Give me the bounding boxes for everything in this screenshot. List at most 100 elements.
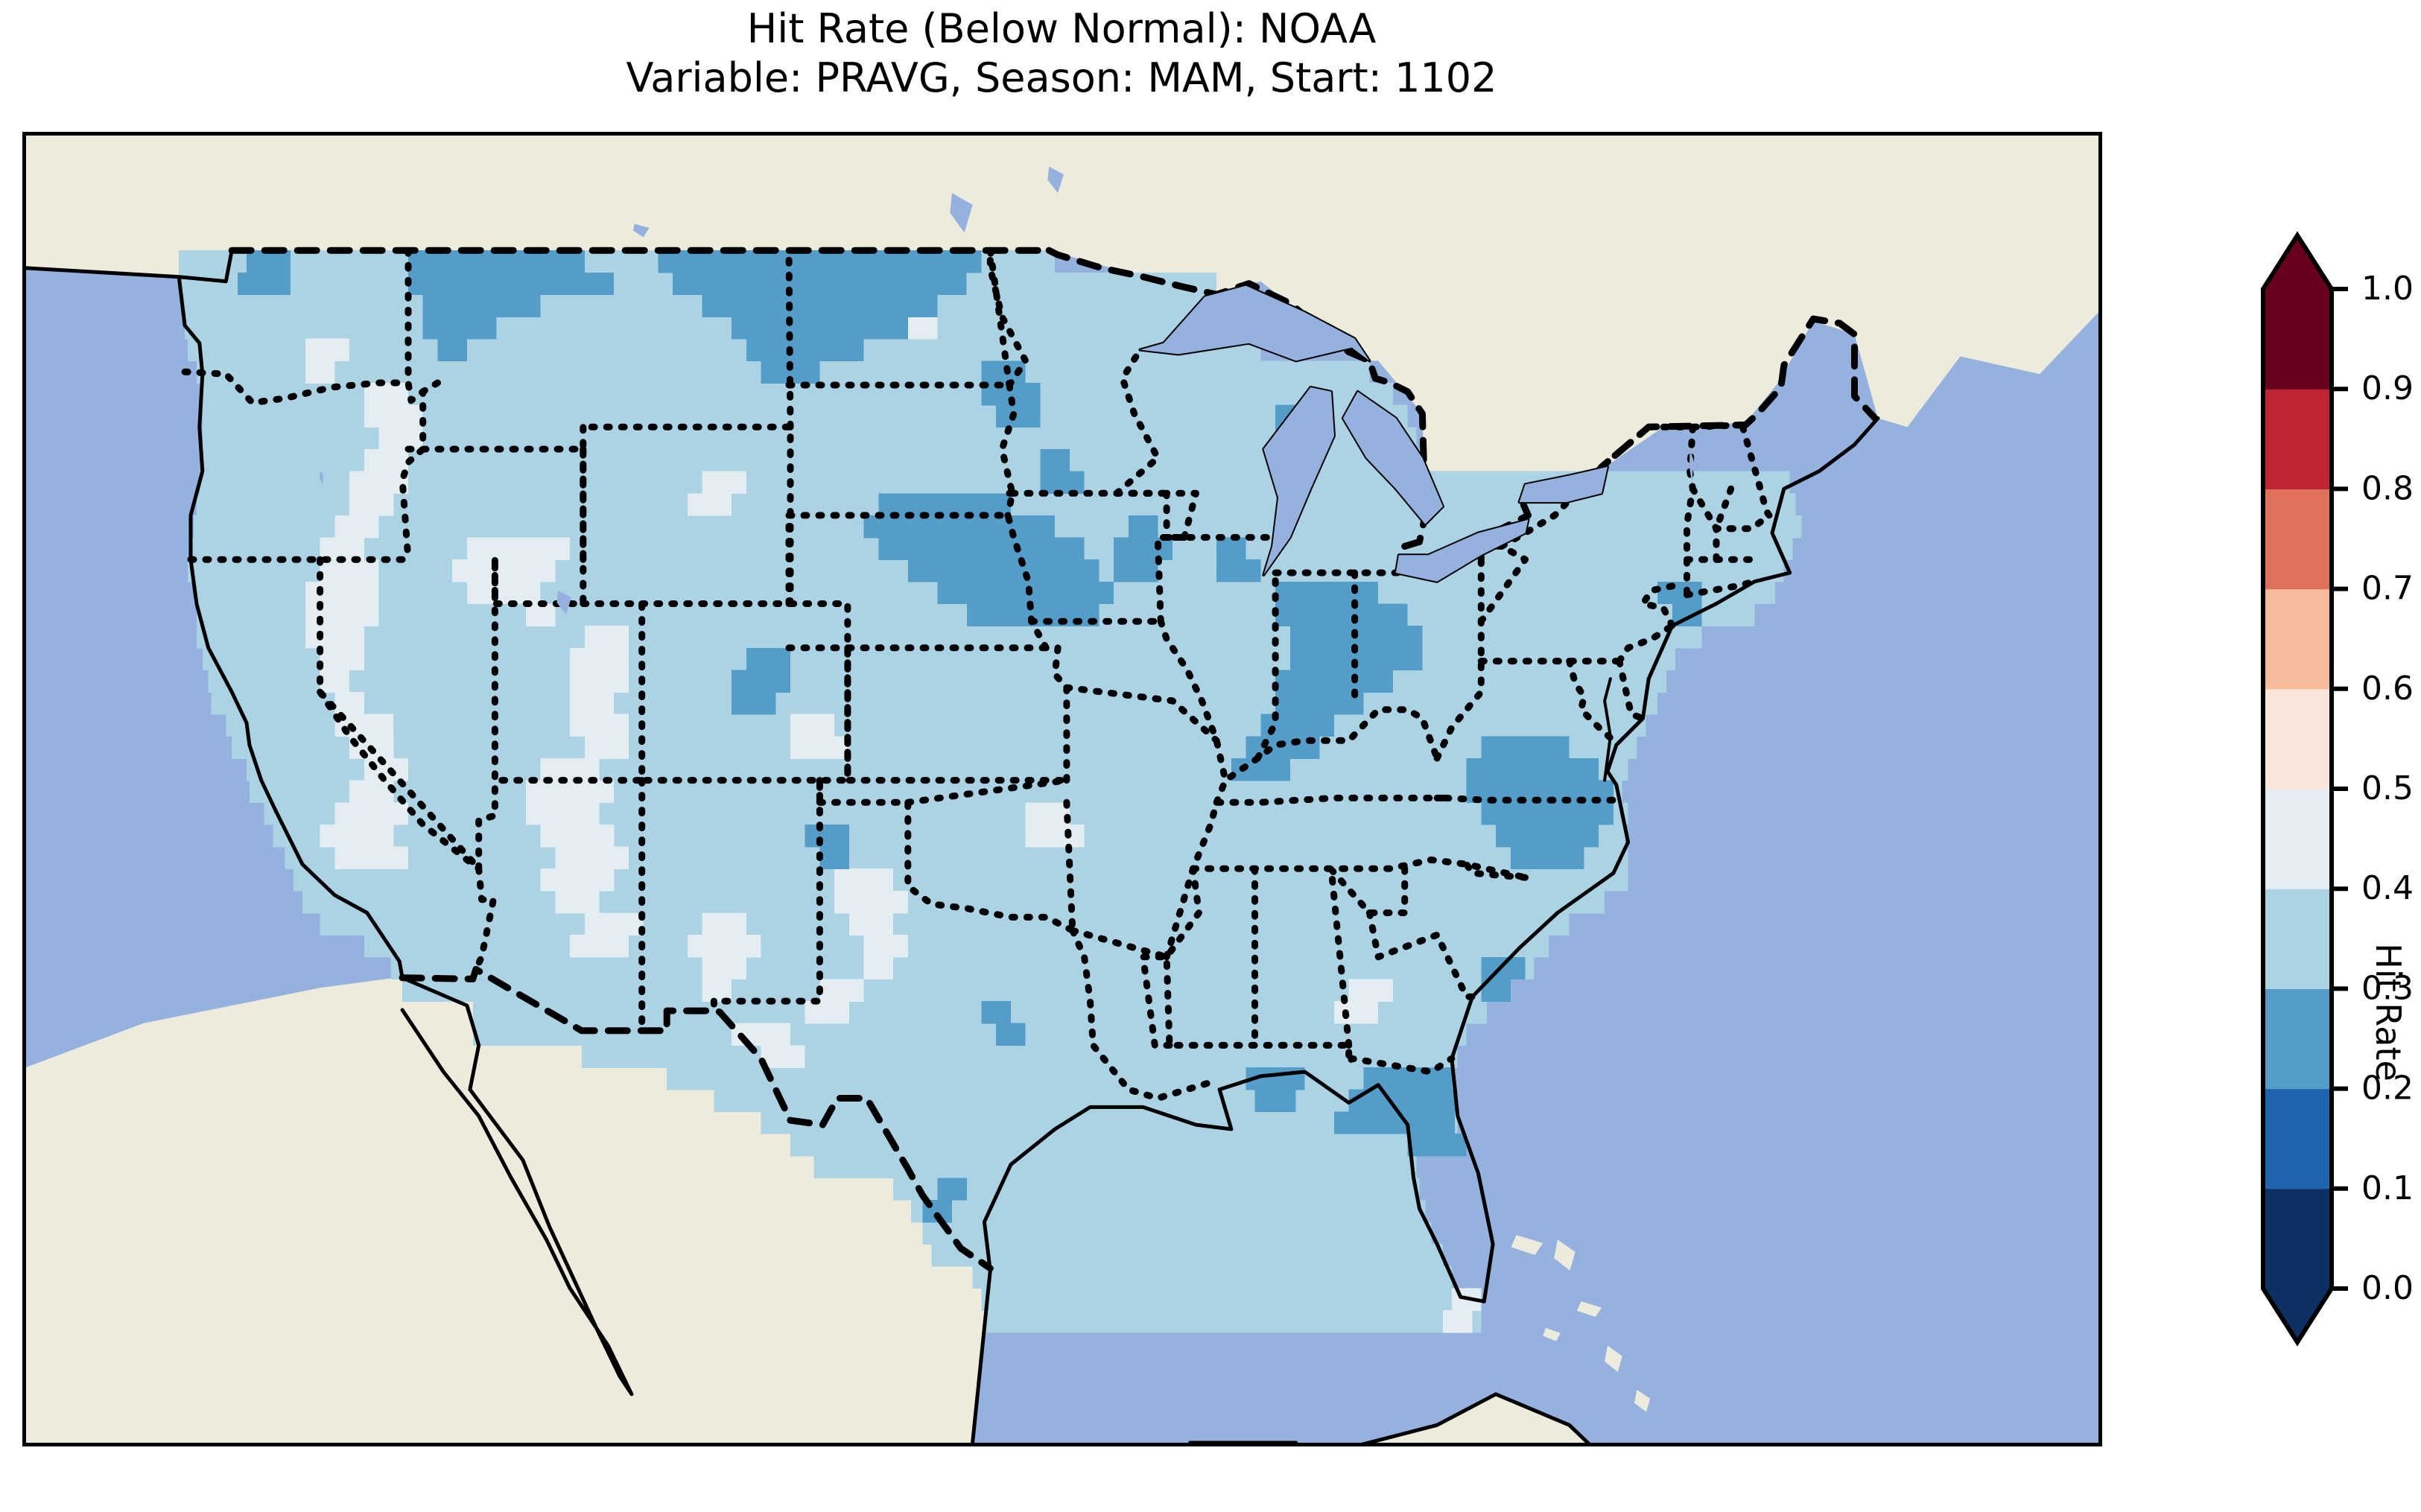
state-border-20	[816, 798, 1076, 934]
grid-cell-band-0.3-0.4	[293, 868, 1628, 892]
grid-cell-band-0.2-0.3	[702, 294, 938, 317]
colorbar-extend-min	[2263, 1289, 2332, 1342]
colorbar: 1.0 0.9 0.8 0.7 0.6 0.5 0.4 0.3 0.2 0.1 0.0 Hit Ra…	[2257, 223, 2421, 1363]
colorbar-tick-label: 1.0	[2361, 270, 2414, 308]
grid-cell-band-0.4-0.5	[584, 912, 644, 936]
grid-cell-band-0.4-0.5	[848, 912, 894, 936]
grid-cell-band-0.3-0.4	[202, 647, 1675, 671]
grid-cell-band-0.2-0.3	[673, 272, 967, 296]
grid-cell-band-0.3-0.4	[667, 1067, 1452, 1090]
state-border-26	[1213, 706, 1441, 806]
grid-cell-band-0.4-0.5	[334, 692, 364, 715]
grid-cell-band-0.2-0.3	[1481, 802, 1614, 825]
grid-cell-band-0.4-0.5	[570, 670, 629, 693]
lake-superior	[1140, 285, 1370, 361]
grid-cell-band-0.2-0.3	[907, 559, 1100, 582]
state-border-61	[1327, 865, 1409, 916]
grid-cell-band-0.2-0.3	[732, 670, 790, 693]
lake-michigan	[1263, 387, 1334, 575]
state-border-65	[1140, 953, 1173, 1049]
grid-cell-band-0.3-0.4	[247, 758, 1628, 781]
grid-cell-band-0.3-0.4	[581, 1045, 1458, 1068]
colorbar-tick-label: 0.8	[2361, 469, 2414, 507]
grid-cell-band-0.4-0.5	[349, 471, 408, 494]
grid-cell-band-0.4-0.5	[570, 647, 629, 671]
grid-cell-band-0.4-0.5	[364, 404, 423, 428]
colorbar-tick-label: 0.6	[2361, 670, 2414, 708]
grid-cell-band-0.3-0.4	[285, 846, 1628, 869]
grid-cell-band-0.4-0.5	[702, 912, 746, 936]
grid-cell-band-0.4-0.5	[702, 956, 746, 980]
grid-cell-band-0.4-0.5	[805, 1001, 849, 1024]
grid-cell-band-0.2-0.3	[937, 581, 1114, 605]
state-border-1	[399, 247, 427, 563]
grid-cell-band-0.2-0.3	[1510, 846, 1584, 869]
grid-cell-band-0.3-0.4	[211, 692, 1658, 715]
colorbar-band-0.8-0.9	[2263, 389, 2332, 489]
state-border-27	[1254, 569, 1279, 762]
grid-cell-band-0.4-0.5	[1348, 979, 1393, 1002]
state-border-14	[998, 381, 1018, 519]
inland-lake-0	[556, 590, 571, 615]
coastline-west	[177, 275, 404, 980]
state-border-66	[1069, 927, 1220, 1102]
great-lakes	[320, 166, 1694, 615]
chesapeake-bay	[1603, 677, 1612, 782]
grid-cell-band-0.4-0.5	[466, 537, 570, 560]
colorbar-band-0.9-1.0	[2263, 289, 2332, 390]
grid-cell-band-0.3-0.4	[320, 912, 1570, 936]
grid-cell-band-0.2-0.3	[1216, 559, 1261, 582]
grid-cell-band-0.2-0.3	[1275, 581, 1379, 605]
state-border-23	[1069, 927, 1456, 1076]
state-border-8	[638, 600, 851, 784]
grid-cell-band-0.4-0.5	[584, 736, 629, 759]
grid-cell-band-0.4-0.5	[555, 890, 600, 914]
figure-title: Hit Rate (Below Normal): NOAA Variable: …	[0, 4, 2123, 103]
grid-cell-band-0.4-0.5	[349, 493, 394, 516]
colorbar-band-0.3-0.4	[2263, 889, 2332, 989]
grid-cell-band-0.2-0.3	[996, 404, 1041, 428]
grid-cell-band-0.3-0.4	[472, 1023, 1467, 1046]
grid-cell-band-0.3-0.4	[264, 802, 1628, 825]
colorbar-tick-label: 0.1	[2361, 1169, 2414, 1207]
state-border-71	[317, 688, 483, 872]
grid-cell-band-0.3-0.4	[931, 1244, 1443, 1267]
state-border-63	[1327, 865, 1353, 1049]
grid-cell-band-0.2-0.3	[408, 250, 585, 273]
colorbar-band-0.1-0.2	[2263, 1088, 2332, 1189]
state-border-60	[1463, 860, 1529, 881]
state-border-25	[1190, 856, 1529, 881]
grid-cell-band-0.4-0.5	[305, 603, 379, 626]
grid-cell-band-0.3-0.4	[972, 1265, 1452, 1289]
grid-cell-band-0.4-0.5	[525, 802, 600, 825]
grid-cell-band-0.2-0.3	[746, 338, 864, 362]
grid-cell-band-0.4-0.5	[305, 360, 335, 384]
colorbar-label: Hit Rate	[2368, 943, 2408, 1081]
grid-cell-band-0.2-0.3	[1466, 758, 1599, 781]
bahamas-island-1	[1554, 1239, 1576, 1271]
grid-cell-band-0.2-0.3	[1254, 1089, 1296, 1113]
colorbar-tick-label: 0.4	[2361, 869, 2414, 907]
grid-cell-band-0.4-0.5	[364, 383, 408, 406]
bahamas-island-4	[1634, 1389, 1651, 1412]
colorbar-band-0.5-0.6	[2263, 688, 2332, 790]
grid-cell-band-0.2-0.3	[1481, 736, 1570, 759]
grid-cell-band-0.2-0.3	[1275, 692, 1364, 715]
state-border-50	[1684, 423, 1696, 599]
bahamas-island-5	[1543, 1327, 1561, 1341]
grid-cell-band-0.2-0.3	[1040, 471, 1085, 494]
state-border-10	[710, 777, 823, 1005]
grid-cell-band-0.2-0.3	[1040, 449, 1070, 472]
grid-cell-band-0.4-0.5	[1025, 802, 1070, 825]
colorbar-ticks: 1.0 0.9 0.8 0.7 0.6 0.5 0.4 0.3 0.2 0.1 0.0	[2332, 270, 2414, 1307]
grid-cell-band-0.4-0.5	[525, 603, 556, 626]
grid-cell-band-0.2-0.3	[863, 515, 1056, 539]
state-border-55	[1713, 485, 1735, 533]
state-border-39	[1154, 534, 1188, 625]
grid-cell-band-0.3-0.4	[922, 1222, 1432, 1245]
state-border-54	[1689, 485, 1746, 533]
state-borders	[181, 247, 1773, 1102]
colorbar-band-0.4-0.5	[2263, 789, 2332, 889]
colorbar-tick-label: 0.9	[2361, 369, 2414, 407]
state-border-17	[1004, 512, 1050, 652]
